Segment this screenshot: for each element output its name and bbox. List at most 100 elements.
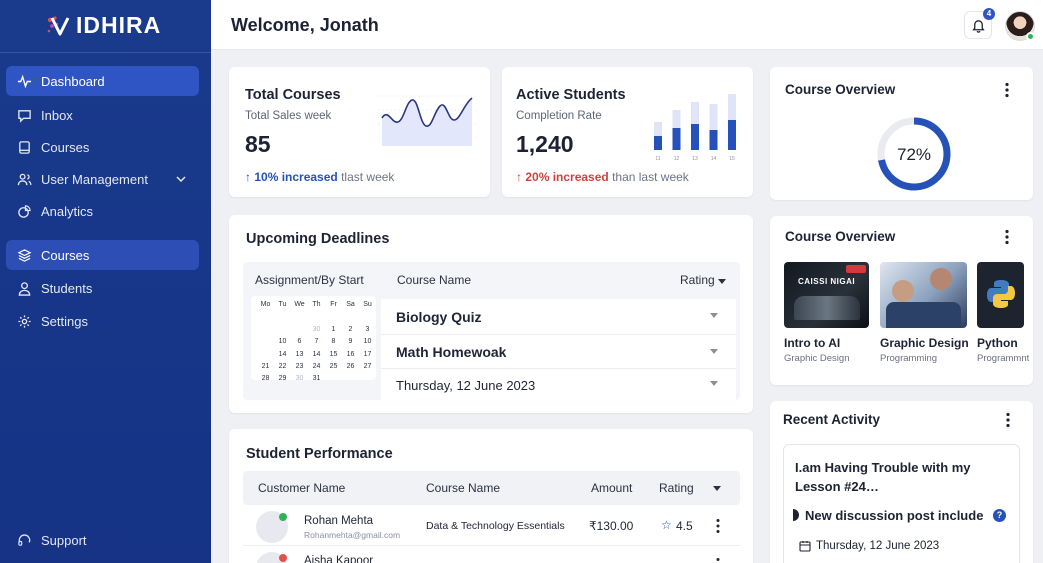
- bar-value: [654, 136, 662, 150]
- calendar-day: [325, 373, 342, 385]
- sidebar-item-user-management[interactable]: User Management: [6, 164, 199, 194]
- col-rating-header[interactable]: Rating: [659, 481, 694, 495]
- calendar-day[interactable]: 8: [331, 338, 336, 346]
- more-options-icon[interactable]: [1004, 229, 1010, 245]
- calendar-day[interactable]: 28: [261, 375, 270, 383]
- trend-up-icon: ↑: [516, 170, 522, 184]
- table-row[interactable]: Aisha Kapoor: [243, 547, 740, 563]
- more-options-icon[interactable]: [1005, 412, 1011, 428]
- calendar-day[interactable]: 26: [346, 362, 355, 370]
- calendar-day[interactable]: 7: [314, 338, 319, 346]
- deadline-row[interactable]: Math Homewoak: [381, 335, 736, 369]
- calendar-day[interactable]: 15: [329, 350, 338, 358]
- student-name: Aisha Kapoor: [304, 555, 374, 563]
- course-thumbnail-python[interactable]: [977, 262, 1024, 328]
- amount: ₹130.00: [589, 519, 634, 533]
- deadline-row[interactable]: Biology Quiz: [381, 299, 736, 335]
- sidebar-item-students[interactable]: Students: [6, 273, 199, 303]
- bar-value: [728, 120, 736, 150]
- dropdown-caret-icon[interactable]: [710, 349, 718, 354]
- col-customer-header[interactable]: Customer Name: [258, 481, 346, 495]
- layers-icon: [16, 247, 32, 263]
- calendar-day[interactable]: 2: [348, 325, 353, 333]
- calendar-day[interactable]: 30: [312, 325, 321, 333]
- brand-logo[interactable]: IDHIRA: [46, 12, 161, 39]
- sidebar-item-courses[interactable]: Courses: [6, 132, 199, 162]
- sidebar-item-label: User Management: [41, 171, 148, 187]
- course-title[interactable]: Graphic Design: [880, 336, 969, 350]
- calendar-day: [308, 311, 325, 323]
- calendar-day[interactable]: 25: [329, 362, 338, 370]
- bar-tick-label: 15: [729, 156, 735, 162]
- col-rating-header[interactable]: Rating: [680, 273, 715, 287]
- sort-caret-icon[interactable]: [718, 279, 726, 284]
- calendar-day[interactable]: 10: [278, 338, 287, 346]
- calendar-day[interactable]: 1: [331, 325, 336, 333]
- calendar-day[interactable]: 24: [312, 362, 321, 370]
- sidebar-item-settings[interactable]: Settings: [6, 306, 199, 336]
- calendar-day: [359, 373, 376, 385]
- more-options-icon[interactable]: [1004, 82, 1010, 98]
- total-courses-value: 85: [245, 131, 271, 157]
- calendar-day[interactable]: 23: [295, 362, 304, 370]
- col-amount-header[interactable]: Amount: [591, 481, 633, 495]
- deadline-row[interactable]: Thursday, 12 June 2023: [381, 369, 736, 400]
- calendar-icon: [799, 541, 811, 552]
- dropdown-caret-icon[interactable]: [710, 381, 718, 386]
- calendar-day[interactable]: 14: [278, 350, 287, 358]
- mini-calendar[interactable]: Mo Tu We Th Fr Sa Su 30 1 2 3 10 6 7 8 9 10 14 13 14 15 16 17 2…: [251, 296, 376, 382]
- col-course-header[interactable]: Course Name: [397, 273, 472, 287]
- bar-tick-label: 14: [711, 156, 717, 162]
- calendar-day[interactable]: 13: [295, 350, 304, 358]
- sidebar-item-label: Students: [41, 280, 93, 296]
- trend-value: 10% increased: [254, 170, 338, 184]
- calendar-day[interactable]: 22: [278, 362, 287, 370]
- trend-value: 20% increased: [525, 170, 609, 184]
- donut-progress-arc: [877, 117, 951, 191]
- activity-item[interactable]: I.am Having Trouble with my Lesson #24… …: [783, 444, 1020, 563]
- calendar-day[interactable]: 21: [261, 362, 270, 370]
- course-thumbnail-design[interactable]: [880, 262, 967, 328]
- total-courses-title: Total Courses: [245, 87, 341, 103]
- calendar-day[interactable]: 17: [363, 350, 372, 358]
- dropdown-caret-icon[interactable]: [710, 313, 718, 318]
- calendar-day[interactable]: 6: [297, 338, 302, 346]
- calendar-day: [257, 349, 274, 361]
- sidebar-item-dashboard[interactable]: Dashboard: [6, 66, 199, 96]
- calendar-day[interactable]: 16: [346, 350, 355, 358]
- rating: 4.5: [676, 519, 693, 533]
- calendar-day: [325, 311, 342, 323]
- sidebar-item-analytics[interactable]: Analytics: [6, 196, 199, 226]
- course-title[interactable]: Python: [977, 336, 1018, 350]
- more-options-icon[interactable]: [715, 557, 721, 563]
- col-course-header[interactable]: Course Name: [426, 481, 501, 495]
- calendar-day[interactable]: 31: [312, 375, 321, 383]
- sidebar-item-support[interactable]: Support: [6, 525, 199, 555]
- calendar-day[interactable]: 30: [295, 375, 304, 383]
- help-icon[interactable]: ?: [993, 509, 1006, 522]
- table-row[interactable]: Rohan Mehta Rohanmehta@gmail.com Data & …: [243, 506, 740, 546]
- python-logo-icon: [987, 280, 1015, 308]
- course-title[interactable]: Intro to AI: [784, 336, 841, 350]
- calendar-day[interactable]: 29: [278, 375, 287, 383]
- notifications-button[interactable]: 4: [964, 8, 995, 39]
- calendar-day[interactable]: 9: [348, 338, 353, 346]
- bar-value: [691, 124, 699, 150]
- more-options-icon[interactable]: [715, 518, 721, 534]
- sidebar-item-label: Settings: [41, 313, 88, 329]
- recent-activity-title: Recent Activity: [783, 412, 881, 427]
- user-avatar[interactable]: [1005, 11, 1035, 41]
- calendar-day[interactable]: 14: [312, 350, 321, 358]
- course-thumbnail-ai[interactable]: CAISSI NIGAI: [784, 262, 869, 328]
- sidebar-item-courses-2[interactable]: Courses: [6, 240, 199, 270]
- calendar-day[interactable]: 27: [363, 362, 372, 370]
- sort-caret-icon[interactable]: [713, 486, 721, 491]
- student-email: Rohanmehta@gmail.com: [304, 530, 401, 540]
- calendar-day[interactable]: 10: [363, 338, 372, 346]
- status-dot: [279, 554, 287, 562]
- sidebar-item-inbox[interactable]: Inbox: [6, 100, 199, 130]
- bar-tick-label: 12: [674, 156, 680, 162]
- calendar-day[interactable]: 3: [365, 325, 370, 333]
- activity-message: I.am Having Trouble with my Lesson #24…: [795, 460, 971, 494]
- course-category: Programming: [880, 353, 938, 364]
